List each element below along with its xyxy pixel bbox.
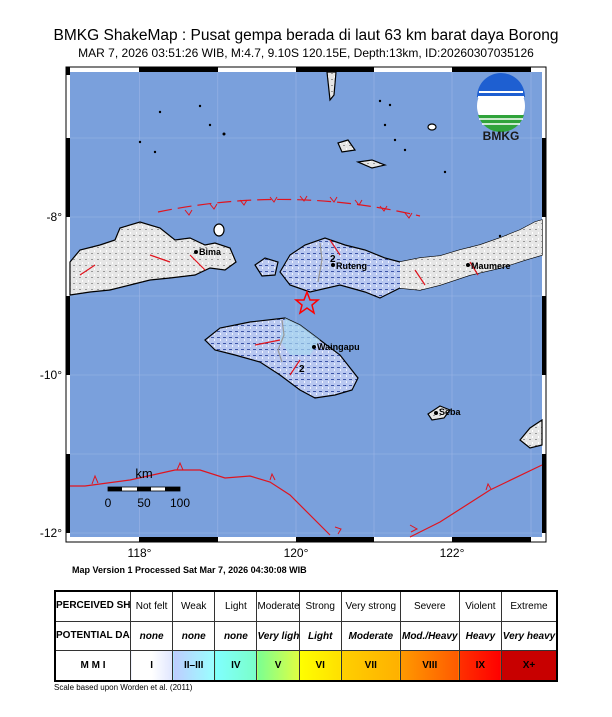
sumba-island — [204, 317, 359, 399]
shaking-cell: Very strong — [340, 590, 401, 622]
scale-label: 0 — [105, 496, 112, 510]
flores-back-arc-thrust — [157, 198, 421, 217]
lon-label: 122° — [440, 546, 465, 560]
axis-labels: -8° -10° -12° 118° 120° 122° — [40, 210, 465, 560]
lon-label: 120° — [284, 546, 309, 560]
mmi-cell: X+ — [501, 650, 558, 682]
legend-row-shaking: PERCEIVED SHAKING Not felt Weak Light Mo… — [54, 590, 558, 622]
row-header: PERCEIVED SHAKING — [54, 590, 131, 622]
event-details: MAR 7, 2026 03:51:26 WIB, M:4.7, 9.10S 1… — [78, 46, 534, 60]
thrust-teeth — [91, 195, 492, 535]
bmkg-logo-text: BMKG — [483, 129, 520, 143]
lon-label: 118° — [128, 546, 152, 560]
north-island — [326, 71, 337, 102]
sangeang-island — [213, 223, 225, 237]
scale-bar: km 0 50 100 — [105, 466, 191, 510]
damage-cell: none — [214, 620, 258, 652]
java-trench-west — [70, 469, 331, 536]
mmi-cell: V — [256, 650, 300, 682]
shaking-cell: Severe — [399, 590, 460, 622]
legend-row-damage: POTENTIAL DAMAGE none none none Very lig… — [54, 620, 558, 652]
mmi-cell: II–III — [172, 650, 216, 682]
damage-cell: Light — [298, 620, 342, 652]
damage-cell: none — [129, 620, 174, 652]
shaking-cell: Not felt — [129, 590, 174, 622]
flores-east-terrain — [400, 220, 542, 290]
damage-cell: Heavy — [458, 620, 503, 652]
mmi-contours — [277, 242, 323, 363]
frame-ticks — [66, 67, 546, 542]
small-island — [427, 123, 437, 131]
contour-label: 2 — [299, 364, 305, 375]
damage-cell: Moderate — [340, 620, 401, 652]
damage-cell: none — [172, 620, 216, 652]
mmi-cell: VIII — [399, 650, 460, 682]
sumba-highlight — [280, 318, 320, 355]
epicenter-star-icon — [293, 289, 321, 315]
sea — [70, 72, 542, 537]
damage-cell: Mod./Heavy — [399, 620, 460, 652]
shaking-cell: Moderate — [256, 590, 300, 622]
bmkg-logo: BMKG — [477, 73, 525, 143]
legend-row-mmi: M M I I II–III IV V VI VII VIII IX X+ — [54, 650, 558, 682]
row-header: POTENTIAL DAMAGE — [54, 620, 131, 652]
damage-cell: Very heavy — [501, 620, 558, 652]
landmass — [69, 71, 543, 449]
bonerate-island — [337, 139, 357, 153]
cities: Bima Ruteng Maumere Waingapu Seba — [194, 247, 511, 417]
processed-note: Map Version 1 Processed Sat Mar 7, 2026 … — [72, 565, 307, 575]
row-header: M M I — [54, 650, 131, 682]
small-islets — [138, 99, 502, 238]
city-seba: Seba — [439, 407, 462, 417]
lat-label: -8° — [47, 210, 63, 224]
city-maumere: Maumere — [471, 261, 511, 271]
timor-island — [519, 418, 543, 449]
mmi-cell: I — [129, 650, 174, 682]
mmi-cell: VII — [340, 650, 401, 682]
shaking-cell: Violent — [458, 590, 503, 622]
shaking-cell: Strong — [298, 590, 342, 622]
sumbawa-island — [69, 221, 237, 296]
shaking-cell: Weak — [172, 590, 216, 622]
mmi-cell: IV — [214, 650, 258, 682]
scale-label: 100 — [170, 496, 190, 510]
lat-label: -10° — [40, 368, 62, 382]
mmi-legend: PERCEIVED SHAKING Not felt Weak Light Mo… — [54, 590, 558, 682]
shakemap: 2 2 Bima Ruteng Maumere Waingapu Seba BM… — [40, 66, 547, 560]
savu-island — [427, 405, 451, 421]
contour-labels: 2 2 — [299, 254, 336, 375]
map-title: BMKG ShakeMap : Pusat gempa berada di la… — [53, 27, 559, 44]
timor-trough — [409, 464, 543, 538]
city-ruteng: Ruteng — [336, 261, 367, 271]
city-bima: Bima — [199, 247, 222, 257]
scale-label: 50 — [137, 496, 151, 510]
lat-label: -12° — [40, 526, 62, 540]
fault-lines — [70, 198, 543, 538]
damage-cell: Very light — [256, 620, 300, 652]
contour-label: 2 — [330, 254, 336, 265]
scale-note: Scale based upon Worden et al. (2011) — [54, 683, 193, 692]
shaking-cell: Light — [214, 590, 258, 622]
kalaotoa-island — [355, 159, 388, 169]
shaking-cell: Extreme — [501, 590, 558, 622]
mmi-cell: VI — [298, 650, 342, 682]
komodo-islands — [254, 257, 279, 277]
scale-unit: km — [135, 466, 152, 481]
mmi-cell: IX — [458, 650, 503, 682]
city-waingapu: Waingapu — [317, 342, 360, 352]
